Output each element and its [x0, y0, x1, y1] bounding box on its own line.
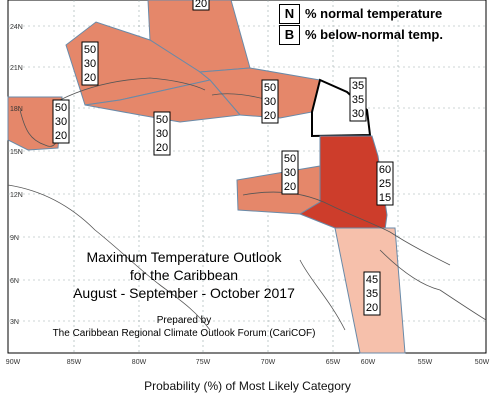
svg-text:30: 30 [55, 116, 67, 128]
value-boxes: 20 50 30 20 50 30 20 50 30 20 50 30 20 [52, 0, 394, 316]
svg-text:80W: 80W [132, 359, 147, 366]
box-greater-antilles-east: 50 30 20 [261, 79, 279, 124]
caption: Probability (%) of Most Likely Category [144, 379, 351, 393]
cuba-coast [59, 77, 206, 101]
svg-text:65W: 65W [326, 359, 341, 366]
svg-text:50: 50 [55, 102, 67, 114]
box-cuba-bahamas: 50 30 20 [81, 41, 99, 86]
svg-text:20: 20 [264, 110, 276, 122]
svg-text:25: 25 [379, 178, 391, 190]
svg-text:70W: 70W [261, 359, 276, 366]
svg-text:20: 20 [55, 130, 67, 142]
svg-text:30: 30 [264, 96, 276, 108]
svg-text:45: 45 [366, 274, 378, 286]
svg-text:35: 35 [366, 288, 378, 300]
legend-code-normal: N [279, 4, 300, 24]
zone-central-caribbean [84, 79, 241, 123]
lon-labels: 90W 85W 80W 75W 70W 65W 60W 55W 50W [6, 359, 490, 366]
svg-text:55W: 55W [418, 359, 433, 366]
zone-northern-leewards [311, 78, 372, 138]
title-line-2: for the Caribbean [130, 267, 238, 283]
svg-text:20: 20 [156, 142, 168, 154]
svg-text:12N: 12N [10, 192, 23, 199]
zone-yucatan [7, 96, 63, 151]
svg-text:50: 50 [84, 44, 96, 56]
svg-text:90W: 90W [6, 359, 21, 366]
title-block: Maximum Temperature Outlook for the Cari… [53, 249, 316, 339]
svg-text:35: 35 [352, 80, 364, 92]
box-yucatan: 50 30 20 [52, 99, 70, 144]
svg-text:6N: 6N [10, 278, 19, 285]
svg-text:9N: 9N [10, 235, 19, 242]
svg-text:30: 30 [352, 108, 364, 120]
svg-text:30: 30 [84, 58, 96, 70]
box-northern-leewards: 35 35 30 [349, 77, 367, 122]
title-line-3: August - September - October 2017 [73, 285, 295, 301]
credit-line-2: The Caribbean Regional Climate Outlook F… [53, 328, 316, 339]
box-southern-south-america: 50 30 20 [281, 150, 299, 195]
svg-text:18N: 18N [10, 106, 23, 113]
svg-text:50: 50 [264, 82, 276, 94]
legend-code-below: B [279, 25, 300, 45]
box-western-caribbean: 50 30 20 [153, 111, 171, 156]
box-bahamas-top: 20 [192, 0, 210, 11]
central-america-coast [7, 184, 211, 331]
svg-text:60: 60 [379, 164, 391, 176]
box-windwards-trinidad: 60 25 15 [376, 161, 394, 206]
svg-text:20: 20 [366, 302, 378, 314]
svg-text:75W: 75W [196, 359, 211, 366]
outlook-zones [7, 0, 406, 354]
svg-text:20: 20 [284, 181, 296, 193]
svg-text:15: 15 [379, 192, 391, 204]
box-guianas: 45 35 20 [363, 271, 381, 316]
svg-text:50W: 50W [475, 359, 490, 366]
svg-text:24N: 24N [10, 24, 23, 31]
svg-text:15N: 15N [10, 149, 23, 156]
svg-text:30: 30 [284, 167, 296, 179]
svg-text:20: 20 [84, 72, 96, 84]
legend-label-below: % below-normal temp. [305, 27, 443, 42]
svg-text:50: 50 [284, 153, 296, 165]
lat-labels: 24N 21N 18N 15N 12N 9N 6N 3N [10, 24, 23, 326]
interior-border [299, 259, 346, 331]
title-line-1: Maximum Temperature Outlook [86, 249, 282, 265]
legend-label-normal: % normal temperature [305, 6, 443, 21]
svg-text:3N: 3N [10, 319, 19, 326]
svg-text:60W: 60W [361, 359, 376, 366]
guiana-coast [379, 249, 487, 321]
svg-text:20: 20 [195, 0, 207, 10]
svg-text:85W: 85W [67, 359, 82, 366]
svg-text:21N: 21N [10, 65, 23, 72]
svg-text:35: 35 [352, 94, 364, 106]
credit-line-1: Prepared by [157, 315, 211, 326]
svg-text:50: 50 [156, 114, 168, 126]
svg-text:30: 30 [156, 128, 168, 140]
